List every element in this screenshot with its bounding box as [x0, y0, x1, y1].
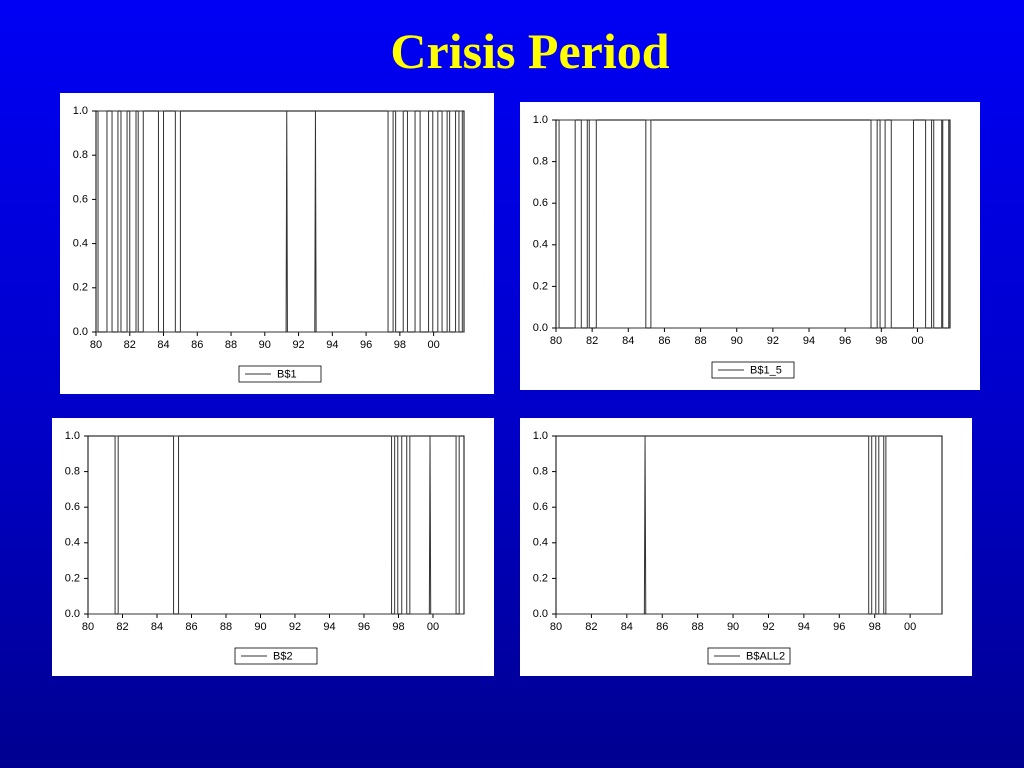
x-tick-label: 92	[289, 621, 301, 633]
x-tick-label: 80	[550, 335, 562, 347]
y-tick-label: 0.8	[533, 156, 548, 168]
legend-box	[711, 361, 795, 379]
x-tick-label: 98	[392, 621, 404, 633]
x-tick-label: 82	[116, 621, 128, 633]
y-tick-label: 0.6	[65, 501, 80, 513]
y-tick-label: 0.8	[533, 466, 548, 478]
x-tick-label: 86	[658, 335, 670, 347]
x-tick-label: 82	[124, 339, 136, 351]
x-tick-label: 98	[394, 339, 406, 351]
x-tick-label: 00	[427, 621, 439, 633]
x-tick-label: 86	[191, 339, 203, 351]
chart: 0.0 0.2 0.4 0.6 0.8 1.0 80 82 84 86 88 90 92 94 96 98 00…	[533, 430, 943, 665]
legend-label: B$1	[277, 368, 297, 380]
x-tick-label: 96	[833, 621, 845, 633]
x-tick-label: 94	[326, 339, 338, 351]
x-tick-label: 84	[151, 621, 163, 633]
y-tick-label: 0.4	[73, 238, 88, 250]
y-tick-label: 0.4	[533, 239, 548, 251]
x-tick-label: 90	[254, 621, 266, 633]
y-tick-label: 0.6	[533, 197, 548, 209]
y-tick-label: 1.0	[65, 430, 80, 442]
slide-title: Crisis Period	[390, 23, 670, 79]
y-tick-label: 0.2	[73, 282, 88, 294]
y-tick-label: 0.2	[533, 572, 548, 584]
series-line	[88, 435, 464, 615]
x-tick-label: 00	[911, 335, 923, 347]
y-tick-label: 0.6	[73, 193, 88, 205]
x-tick-label: 92	[767, 335, 779, 347]
chart: 0.0 0.2 0.4 0.6 0.8 1.0 80 82 84 86 88 90 92 94 96 98 00…	[65, 430, 465, 665]
series-line	[556, 119, 950, 329]
x-tick-label: 96	[839, 335, 851, 347]
legend-box	[234, 647, 318, 665]
y-tick-label: 0.2	[65, 572, 80, 584]
legend-label: B$ALL2	[746, 650, 785, 662]
chart: 0.0 0.2 0.4 0.6 0.8 1.0 80 82 84 86 88 90 92 94 96 98 00…	[533, 114, 951, 379]
x-tick-label: 96	[358, 621, 370, 633]
x-tick-label: 90	[259, 339, 271, 351]
chart-panel: 0.0 0.2 0.4 0.6 0.8 1.0 80 82 84 86 88 90 92 94 96 98 00…	[520, 102, 980, 390]
x-tick-label: 82	[585, 621, 597, 633]
x-tick-label: 80	[550, 621, 562, 633]
y-tick-label: 1.0	[73, 105, 88, 117]
x-tick-label: 90	[731, 335, 743, 347]
y-tick-label: 0.0	[65, 608, 80, 620]
series-line	[556, 435, 942, 615]
x-tick-label: 84	[157, 339, 169, 351]
legend-label: B$1_5	[750, 364, 782, 376]
x-tick-label: 88	[220, 621, 232, 633]
chart-panel: 0.0 0.2 0.4 0.6 0.8 1.0 80 82 84 86 88 90 92 94 96 98 00…	[60, 93, 494, 394]
y-tick-label: 1.0	[533, 430, 548, 442]
y-tick-label: 0.0	[73, 326, 88, 338]
legend-box	[238, 365, 322, 383]
x-tick-label: 00	[904, 621, 916, 633]
y-tick-label: 0.8	[65, 466, 80, 478]
x-tick-label: 92	[762, 621, 774, 633]
legend-box	[707, 647, 791, 665]
x-tick-label: 92	[292, 339, 304, 351]
y-tick-label: 0.2	[533, 280, 548, 292]
y-tick-label: 1.0	[533, 114, 548, 126]
x-tick-label: 88	[694, 335, 706, 347]
chart-panel: 0.0 0.2 0.4 0.6 0.8 1.0 80 82 84 86 88 90 92 94 96 98 00…	[520, 418, 972, 676]
x-tick-label: 94	[798, 621, 810, 633]
x-tick-label: 98	[875, 335, 887, 347]
x-tick-label: 98	[869, 621, 881, 633]
y-tick-label: 0.8	[73, 149, 88, 161]
x-tick-label: 84	[621, 621, 633, 633]
x-tick-label: 86	[185, 621, 197, 633]
plot-frame	[95, 110, 465, 333]
x-tick-label: 94	[323, 621, 335, 633]
x-tick-label: 86	[656, 621, 668, 633]
y-tick-label: 0.4	[533, 537, 548, 549]
x-tick-label: 88	[225, 339, 237, 351]
x-tick-label: 80	[90, 339, 102, 351]
x-tick-label: 90	[727, 621, 739, 633]
series-line	[96, 110, 464, 333]
plot-frame	[87, 435, 465, 615]
chart: 0.0 0.2 0.4 0.6 0.8 1.0 80 82 84 86 88 90 92 94 96 98 00…	[73, 105, 465, 383]
y-tick-label: 0.0	[533, 608, 548, 620]
x-tick-label: 96	[360, 339, 372, 351]
x-tick-label: 82	[586, 335, 598, 347]
chart-panel: 0.0 0.2 0.4 0.6 0.8 1.0 80 82 84 86 88 90 92 94 96 98 00…	[52, 418, 494, 676]
legend-label: B$2	[273, 650, 293, 662]
y-tick-label: 0.4	[65, 537, 80, 549]
y-tick-label: 0.0	[533, 322, 548, 334]
y-tick-label: 0.6	[533, 501, 548, 513]
x-tick-label: 94	[803, 335, 815, 347]
x-tick-label: 80	[82, 621, 94, 633]
x-tick-label: 84	[622, 335, 634, 347]
x-tick-label: 00	[427, 339, 439, 351]
x-tick-label: 88	[692, 621, 704, 633]
